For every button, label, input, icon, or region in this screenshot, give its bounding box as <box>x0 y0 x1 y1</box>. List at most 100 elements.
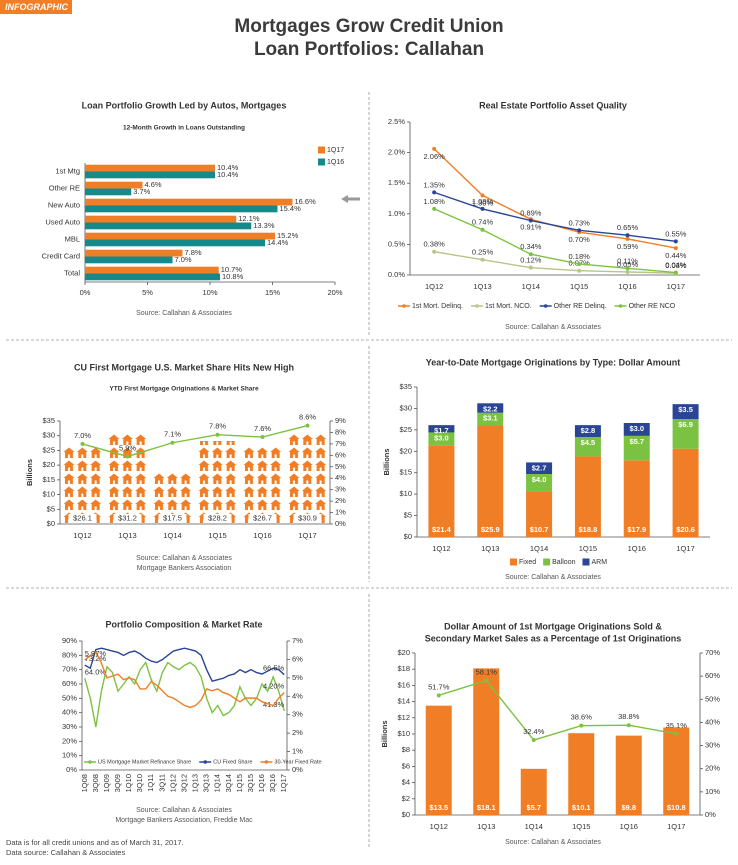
value-label: $17.9 <box>627 525 646 534</box>
y2-tick-label: 5% <box>292 673 303 682</box>
x-tick-label: 1Q16 <box>257 774 266 792</box>
y-tick-label: $10 <box>397 729 410 738</box>
bar <box>85 198 293 206</box>
y2-tick-label: 2% <box>292 728 303 737</box>
legend-label: CU Fixed Share <box>213 759 252 765</box>
label-background <box>158 514 187 523</box>
house-stack <box>197 441 238 524</box>
y-tick-label: $35 <box>399 382 412 391</box>
y-tick-label: $5 <box>47 504 55 513</box>
value-label: 2.06% <box>424 152 446 161</box>
value-label: 0.55% <box>665 229 687 238</box>
x-tick-label: 1Q12 <box>430 822 448 831</box>
x-tick-label: 1Q12 <box>425 282 443 291</box>
chart-title: Loan Portfolio Growth Led by Autos, Mort… <box>82 100 287 110</box>
bar-segment <box>574 437 601 457</box>
y-tick-label: 70% <box>62 665 77 674</box>
x-tick-label: 3Q11 <box>157 774 166 792</box>
y-tick-label: 0.5% <box>388 239 405 248</box>
value-label: 10.8% <box>222 272 244 281</box>
x-tick-label: 10% <box>202 288 217 297</box>
point <box>215 432 220 437</box>
y-tick-label: $6 <box>402 761 410 770</box>
value-label: 0.11% <box>617 256 638 265</box>
tag-background <box>0 0 72 14</box>
bar <box>85 256 173 264</box>
point <box>625 236 630 241</box>
point <box>528 265 533 270</box>
point <box>625 266 630 271</box>
y-tick-label: $5 <box>404 511 412 520</box>
y-tick-label: $15 <box>399 468 412 477</box>
y-axis-label: Billions <box>382 448 391 475</box>
point <box>577 261 582 266</box>
point <box>528 252 533 257</box>
y-tick-label: 40% <box>62 708 77 717</box>
value-label: 3.7% <box>133 187 150 196</box>
chart-subtitle: YTD First Mortgage Originations & Market… <box>109 386 259 393</box>
y-tick-label: New Auto <box>48 200 80 209</box>
bar-segment <box>477 403 504 413</box>
value-label: 7.1% <box>164 430 181 439</box>
x-tick-label: 5% <box>142 288 153 297</box>
page-title: Loan Portfolios: Callahan <box>254 39 484 60</box>
bar <box>85 181 143 189</box>
x-tick-label: 1Q11 <box>146 774 155 792</box>
y2-tick-label: 5% <box>335 462 346 471</box>
y-tick-label: 10% <box>62 751 77 760</box>
y2-tick-label: 2% <box>335 496 346 505</box>
legend-swatch <box>402 304 406 308</box>
x-tick-label: 1Q14 <box>522 282 540 291</box>
y-tick-label: 1st Mtg <box>55 166 80 175</box>
bar <box>85 266 219 274</box>
series-line <box>84 647 285 682</box>
value-label: $18.1 <box>477 803 496 812</box>
value-label: 1.08% <box>472 197 494 206</box>
value-label: 38.6% <box>571 713 593 722</box>
footer-note: Data is for all credit unions and as of … <box>6 838 184 847</box>
x-tick-label: 1Q15 <box>570 282 588 291</box>
y-tick-label: $4 <box>402 778 410 787</box>
x-tick-label: 3Q12 <box>179 774 188 792</box>
x-tick-label: 1Q16 <box>628 544 646 553</box>
y2-tick-label: 6% <box>335 450 346 459</box>
y-tick-label: $8 <box>402 745 410 754</box>
y-tick-label: 1.5% <box>388 178 405 187</box>
x-tick-label: 1Q10 <box>124 774 133 792</box>
y-tick-label: 2.5% <box>388 117 405 126</box>
y2-tick-label: 50% <box>705 694 720 703</box>
bar-segment <box>672 448 699 537</box>
bar <box>85 232 275 240</box>
x-tick-label: 3Q09 <box>113 774 122 792</box>
series-line <box>434 251 676 274</box>
house-stack <box>242 445 283 524</box>
value-label: 0.74% <box>472 218 494 227</box>
footer-note: Data source: Callahan & Associates <box>6 848 125 857</box>
bar-segment <box>428 445 455 537</box>
y-tick-label: Total <box>64 268 80 277</box>
y2-tick-label: 6% <box>292 654 303 663</box>
point <box>480 257 485 262</box>
chart-title: Secondary Market Sales as a Percentage o… <box>425 633 682 643</box>
value-label: 0.73% <box>569 218 591 227</box>
bar <box>85 239 265 247</box>
legend-label: US Mortgage Market Refinance Share <box>98 759 191 765</box>
y-tick-label: Used Auto <box>45 217 80 226</box>
value-label: $10.7 <box>530 525 549 534</box>
y2-tick-label: 3% <box>335 485 346 494</box>
x-tick-label: 1Q13 <box>477 822 495 831</box>
series-line <box>438 679 677 741</box>
value-label: 0.25% <box>472 248 494 257</box>
bar <box>85 273 220 281</box>
bar-segment <box>526 462 553 474</box>
x-tick-label: 1Q09 <box>102 774 111 792</box>
house-stack <box>287 433 328 524</box>
y-tick-label: $12 <box>397 713 410 722</box>
bar <box>615 735 642 815</box>
point <box>673 270 678 275</box>
point <box>480 227 485 232</box>
value-label: 64.0% <box>85 667 107 676</box>
point <box>480 193 485 198</box>
value-label: $3.0 <box>434 433 449 442</box>
bar-segment <box>477 412 504 426</box>
